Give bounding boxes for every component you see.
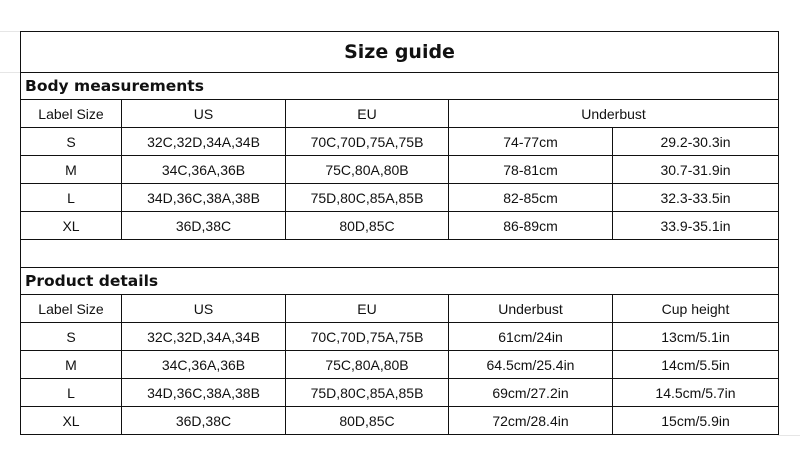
- header-row: Label Size US EU Underbust Cup height: [20, 294, 780, 323]
- table-cell: 36D,38C: [121, 211, 286, 240]
- table-cell: 74-77cm: [448, 127, 613, 156]
- guide-line: [778, 435, 800, 436]
- table-cell: 15cm/5.9in: [611, 406, 780, 435]
- column-header: Label Size: [20, 294, 122, 323]
- table-cell: 75D,80C,85A,85B: [285, 183, 449, 212]
- column-header: US: [121, 294, 286, 323]
- table-cell: 14.5cm/5.7in: [611, 378, 780, 407]
- table-cell: 72cm/28.4in: [448, 406, 613, 435]
- table-row: L 34D,36C,38A,38B 75D,80C,85A,85B 82-85cm 32…: [20, 183, 780, 212]
- table-cell: M: [20, 350, 122, 379]
- table-cell: 34C,36A,36B: [121, 155, 286, 184]
- table-cell: 61cm/24in: [448, 322, 613, 351]
- table-cell: 33.9-35.1in: [611, 211, 780, 240]
- table-cell: 70C,70D,75A,75B: [285, 322, 449, 351]
- table-row: S 32C,32D,34A,34B 70C,70D,75A,75B 61cm/24in…: [20, 322, 780, 351]
- table-row: M 34C,36A,36B 75C,80A,80B 64.5cm/25.4in 14cm…: [20, 350, 780, 379]
- table-cell: 86-89cm: [448, 211, 613, 240]
- table-row: L 34D,36C,38A,38B 75D,80C,85A,85B 69cm/27.2…: [20, 378, 780, 407]
- table-cell: 14cm/5.5in: [611, 350, 780, 379]
- table-cell: M: [20, 155, 122, 184]
- table-cell: XL: [20, 211, 122, 240]
- header-row: Label Size US EU Underbust: [20, 99, 780, 128]
- table-cell: 30.7-31.9in: [611, 155, 780, 184]
- table-cell: 78-81cm: [448, 155, 613, 184]
- section-heading-row: Body measurements: [19, 72, 780, 100]
- table-cell: 75C,80A,80B: [285, 350, 449, 379]
- table-cell: L: [20, 183, 122, 212]
- table-cell: 70C,70D,75A,75B: [285, 127, 449, 156]
- guide-line: [0, 31, 20, 32]
- column-header: Underbust: [447, 99, 780, 128]
- table-cell: 29.2-30.3in: [611, 127, 780, 156]
- table-title: Size guide: [19, 31, 780, 73]
- table-cell: XL: [20, 406, 122, 435]
- spacer-row: [19, 239, 780, 268]
- column-header: Underbust: [448, 294, 613, 323]
- table-cell: 34D,36C,38A,38B: [121, 183, 286, 212]
- table-row: M 34C,36A,36B 75C,80A,80B 78-81cm 30.7-31.9i…: [20, 155, 780, 184]
- table-cell: 32C,32D,34A,34B: [121, 322, 286, 351]
- section-heading: Product details: [19, 267, 780, 295]
- table-row: XL 36D,38C 80D,85C 86-89cm 33.9-35.1in: [20, 211, 780, 240]
- table-cell: S: [20, 127, 122, 156]
- table-cell: 75D,80C,85A,85B: [285, 378, 449, 407]
- table-cell: 13cm/5.1in: [611, 322, 780, 351]
- table-cell: 80D,85C: [285, 406, 449, 435]
- blank-spacer: [19, 239, 780, 268]
- table-cell: 32C,32D,34A,34B: [121, 127, 286, 156]
- table-cell: 69cm/27.2in: [448, 378, 613, 407]
- table-cell: 36D,38C: [121, 406, 286, 435]
- table-cell: S: [20, 322, 122, 351]
- table-row: S 32C,32D,34A,34B 70C,70D,75A,75B 74-77cm 29…: [20, 127, 780, 156]
- column-header: Cup height: [611, 294, 780, 323]
- column-header: EU: [285, 294, 449, 323]
- table-cell: L: [20, 378, 122, 407]
- table-cell: 64.5cm/25.4in: [448, 350, 613, 379]
- size-guide-table: Size guide Body measurements Label Size US…: [19, 31, 780, 435]
- guide-line: [0, 72, 20, 73]
- section-heading: Body measurements: [19, 72, 780, 100]
- table-row: XL 36D,38C 80D,85C 72cm/28.4in 15cm/5.9in: [20, 406, 780, 435]
- table-cell: 80D,85C: [285, 211, 449, 240]
- table-cell: 34D,36C,38A,38B: [121, 378, 286, 407]
- section-heading-row: Product details: [19, 267, 780, 295]
- table-cell: 82-85cm: [448, 183, 613, 212]
- column-header: Label Size: [20, 99, 122, 128]
- column-header: EU: [285, 99, 449, 128]
- column-header: US: [121, 99, 286, 128]
- table-cell: 32.3-33.5in: [611, 183, 780, 212]
- table-cell: 34C,36A,36B: [121, 350, 286, 379]
- table-cell: 75C,80A,80B: [285, 155, 449, 184]
